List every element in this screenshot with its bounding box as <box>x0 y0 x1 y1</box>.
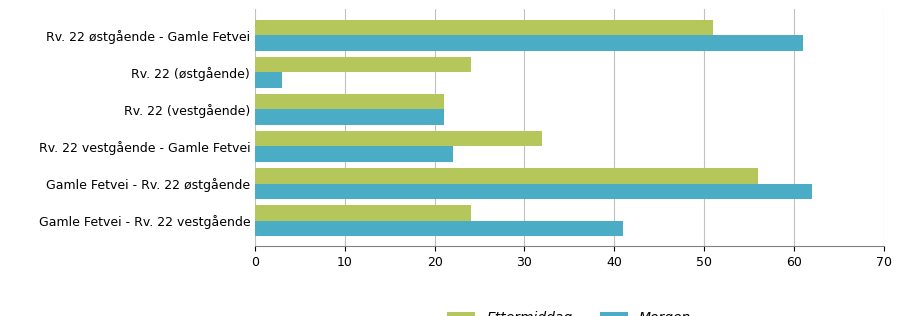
Bar <box>255 168 758 184</box>
Bar <box>255 205 471 221</box>
Bar <box>255 20 713 35</box>
Bar <box>255 184 812 199</box>
Bar <box>255 94 444 109</box>
Bar <box>255 147 453 162</box>
Bar <box>255 57 471 72</box>
Legend: Ettermiddag, Morgen: Ettermiddag, Morgen <box>442 306 697 316</box>
Bar <box>255 72 282 88</box>
Bar <box>255 35 803 51</box>
Bar <box>255 221 623 236</box>
Bar <box>255 109 444 125</box>
Bar <box>255 131 542 147</box>
